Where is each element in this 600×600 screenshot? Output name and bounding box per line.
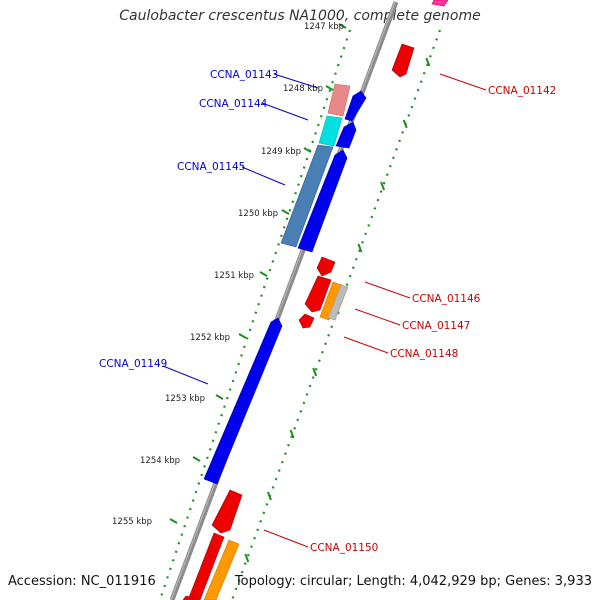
outer-tick-mark (380, 181, 386, 191)
gene-ccna-01146[interactable] (304, 275, 332, 313)
kbp-tick-mark (192, 456, 201, 462)
label-ccna-01143[interactable]: CCNA_01143 (210, 69, 278, 81)
forward-strand-genes (203, 83, 367, 485)
kbp-tick-mark (215, 394, 224, 400)
reverse-strand-genes (182, 0, 449, 600)
leader-ccna-01142 (439, 73, 487, 91)
kbp-tick-mark (325, 85, 334, 91)
gene-ccna-01142[interactable] (391, 43, 415, 78)
gene-ccna-01146-a[interactable] (316, 256, 336, 277)
leader-ccna-01146 (364, 281, 411, 299)
leader-ccna-01145 (241, 166, 286, 186)
kbp-tick-mark (169, 518, 178, 524)
gene-bottom-orange[interactable] (203, 539, 240, 600)
gene-label-group: CCNA_01142 CCNA_01143 CCNA_01144 CCNA_01… (99, 69, 556, 554)
label-ccna-01142[interactable]: CCNA_01142 (488, 85, 556, 97)
gene-ccna-01147[interactable] (319, 281, 343, 321)
kbp-tick-label: 1254 kbp (140, 456, 180, 466)
kbp-tick-label: 1252 kbp (190, 333, 230, 343)
gene-ccna-01150[interactable] (211, 489, 243, 534)
gene-ccna-01144[interactable] (318, 115, 343, 147)
leader-ccna-01147 (354, 308, 401, 326)
kbp-tick-mark (303, 147, 312, 153)
leader-ccna-01150 (263, 529, 309, 548)
label-ccna-01144[interactable]: CCNA_01144 (199, 98, 268, 110)
outer-tick-mark (267, 491, 272, 501)
gene-bottom-red-small[interactable] (182, 595, 195, 600)
kbp-tick-label: 1247 kbp (304, 22, 344, 32)
kbp-tick-label: 1251 kbp (214, 271, 254, 281)
outer-tick-mark (244, 553, 250, 563)
label-ccna-01145[interactable]: CCNA_01145 (177, 161, 245, 173)
kbp-tick-label: 1253 kbp (165, 394, 205, 404)
gene-bottom-red[interactable] (187, 532, 225, 600)
kbp-tick-label: 1249 kbp (261, 147, 301, 157)
label-ccna-01147[interactable]: CCNA_01147 (402, 320, 470, 332)
gene-top-pink[interactable] (431, 0, 449, 7)
gene-ccna-01145[interactable] (280, 144, 334, 248)
outer-tick-mark (425, 57, 431, 67)
kbp-tick-mark (238, 333, 247, 339)
gene-ccna-01145-partner[interactable] (297, 149, 348, 253)
kbp-tick-label: 1248 kbp (283, 84, 323, 94)
gene-ccna-01143-partner[interactable] (344, 90, 367, 122)
label-ccna-01148[interactable]: CCNA_01148 (390, 348, 458, 360)
outer-tick-mark (402, 119, 408, 129)
inner-tick-track (158, 29, 352, 600)
topology-text: Topology: circular; Length: 4,042,929 bp… (234, 574, 592, 589)
outer-tick-mark (357, 243, 363, 253)
gene-ccna-01144-partner[interactable] (335, 121, 357, 149)
outer-tick-mark (289, 429, 295, 439)
label-ccna-01150[interactable]: CCNA_01150 (310, 542, 378, 554)
gene-ccna-01143[interactable] (327, 83, 351, 117)
kbp-tick-mark (281, 209, 290, 215)
gene-ccna-01148[interactable] (327, 284, 349, 321)
label-ccna-01146[interactable]: CCNA_01146 (412, 293, 481, 305)
kbp-tick-group: 1247 kbp 1248 kbp 1249 kbp 1250 kbp 1251 kbp… (112, 22, 431, 563)
kbp-tick-label: 1255 kbp (112, 517, 152, 527)
leader-ccna-01144 (261, 102, 309, 121)
kbp-tick-mark (338, 23, 347, 29)
accession-text: Accession: NC_011916 (8, 574, 156, 589)
gene-ccna-01149[interactable] (203, 317, 283, 485)
leader-ccna-01148 (343, 336, 389, 354)
leader-ccna-01143 (273, 73, 319, 89)
gene-small-red[interactable] (298, 313, 315, 329)
outer-tick-track (230, 29, 442, 600)
label-ccna-01149[interactable]: CCNA_01149 (99, 358, 167, 370)
outer-tick-mark (312, 367, 318, 377)
kbp-tick-mark (259, 271, 268, 277)
leader-ccna-01149 (162, 365, 209, 385)
kbp-tick-label: 1250 kbp (238, 209, 278, 219)
